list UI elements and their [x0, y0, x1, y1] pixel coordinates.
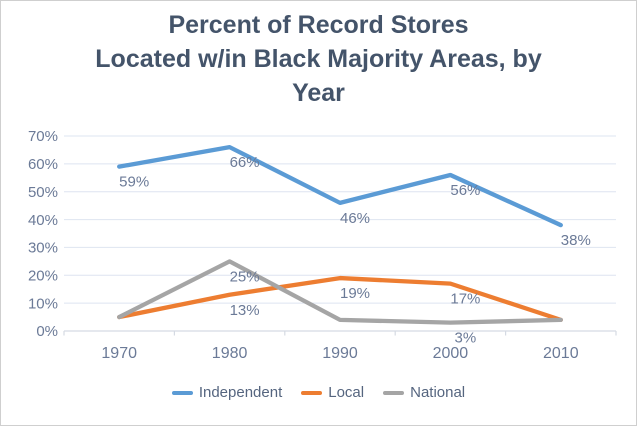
legend-label-national: National: [410, 384, 466, 401]
legend-label-local: Local: [328, 384, 365, 401]
y-axis-tick-label: 10%: [28, 295, 58, 312]
data-label-local-1990: 19%: [340, 285, 370, 302]
chart-title-line-2: Located w/in Black Majority Areas, by: [95, 45, 542, 73]
x-axis-tick-label: 1970: [101, 345, 137, 362]
series-line-local: [117, 275, 563, 323]
legend-marker-independent: [171, 390, 193, 395]
x-axis-tick-label: 1990: [322, 345, 358, 362]
data-label-local-2000: 17%: [450, 291, 480, 308]
legend-marker-national: [383, 390, 405, 395]
data-label-independent-2010: 38%: [561, 232, 591, 249]
legend-label-independent: Independent: [198, 384, 283, 401]
y-axis-tick-label: 30%: [28, 240, 58, 257]
chart-title: Percent of Record Stores Located w/in Bl…: [1, 8, 636, 110]
data-label-independent-1980: 66%: [230, 154, 260, 171]
y-axis-tick-label: 20%: [28, 267, 58, 284]
data-label-local-1980: 13%: [230, 302, 260, 319]
y-axis-tick-label: 0%: [36, 323, 58, 340]
data-label-independent-1990: 46%: [340, 210, 370, 227]
series-line-national: [117, 259, 563, 325]
chart-title-line-1: Percent of Record Stores: [168, 11, 469, 39]
y-axis-tick-label: 60%: [28, 156, 58, 173]
legend: Independent Local National: [1, 384, 636, 401]
legend-item-independent: Independent: [171, 384, 283, 401]
x-axis-tick-label: 1980: [212, 345, 248, 362]
data-label-independent-2000: 56%: [450, 182, 480, 199]
legend-item-national: National: [383, 384, 465, 401]
data-label-national-1980: 25%: [230, 268, 260, 285]
y-axis-tick-label: 40%: [28, 212, 58, 229]
legend-marker-local: [301, 390, 323, 395]
data-label-national-2000: 3%: [455, 330, 477, 347]
y-axis-tick-label: 70%: [28, 128, 58, 145]
data-label-independent-1970: 59%: [119, 174, 149, 191]
y-axis-tick-label: 50%: [28, 184, 58, 201]
x-axis-tick-label: 2000: [433, 345, 469, 362]
legend-item-local: Local: [301, 384, 364, 401]
series-line-independent: [117, 144, 563, 228]
chart-title-line-3: Year: [292, 79, 345, 107]
x-axis-tick-label: 2010: [543, 345, 579, 362]
